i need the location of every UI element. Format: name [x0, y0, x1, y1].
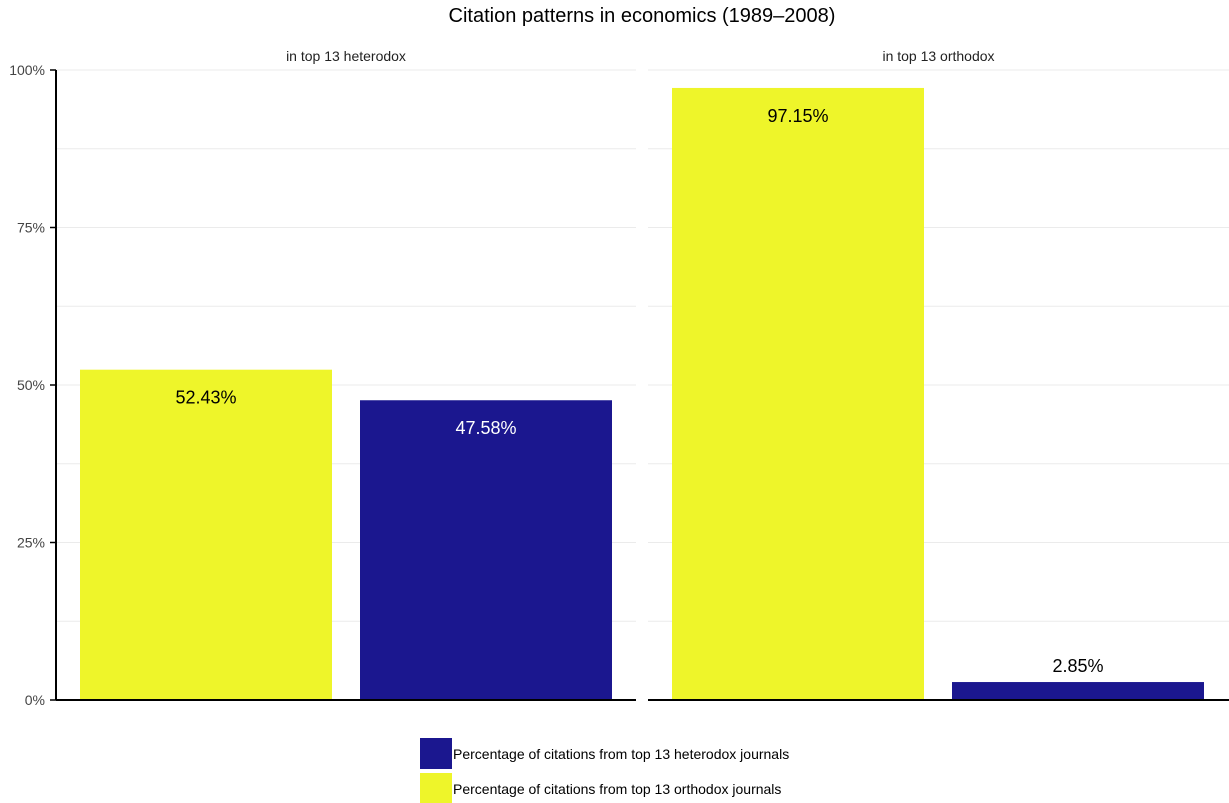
facet-label: in top 13 heterodox	[286, 48, 406, 64]
facet-label: in top 13 orthodox	[882, 48, 994, 64]
data-label: 2.85%	[1052, 656, 1103, 676]
legend: Percentage of citations from top 13 hete…	[420, 738, 789, 803]
bar	[672, 87, 924, 700]
data-label: 47.58%	[455, 418, 516, 438]
y-tick-label: 50%	[17, 377, 45, 393]
plot-area: in top 13 heterodox in top 13 orthodox 0% 2…	[9, 48, 1229, 708]
bar	[952, 682, 1204, 700]
y-tick-label: 0%	[25, 692, 45, 708]
y-tick-label: 100%	[9, 62, 45, 78]
chart-title: Citation patterns in economics (1989–200…	[449, 5, 836, 27]
data-label: 97.15%	[767, 106, 828, 126]
y-tick-label: 25%	[17, 535, 45, 551]
bar	[80, 369, 332, 700]
bar	[360, 400, 612, 700]
y-tick-label: 75%	[17, 220, 45, 236]
data-label: 52.43%	[175, 388, 236, 408]
legend-swatch	[420, 738, 452, 769]
legend-label: Percentage of citations from top 13 hete…	[453, 746, 789, 762]
legend-swatch	[420, 773, 452, 803]
legend-label: Percentage of citations from top 13 orth…	[453, 781, 781, 797]
